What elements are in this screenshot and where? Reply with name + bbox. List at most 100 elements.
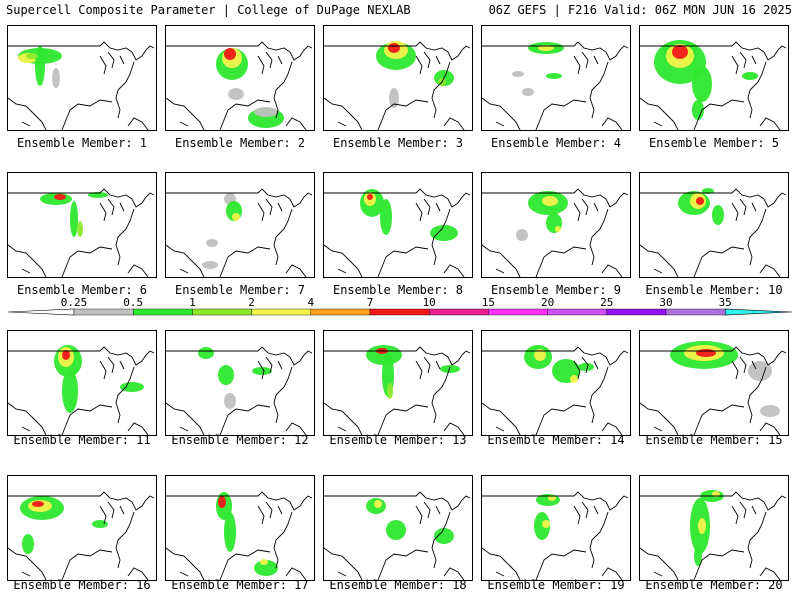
map-outline: [640, 346, 787, 366]
map-outline: [581, 356, 589, 374]
map-outline: [747, 208, 767, 266]
map-outline: [731, 360, 739, 380]
scp-contour-area: [522, 88, 534, 96]
map-outline: [415, 505, 423, 525]
scp-contour-area: [88, 192, 108, 198]
map-outline: [593, 55, 599, 65]
scp-contour-area: [62, 350, 70, 360]
colorbar-swatch: [547, 308, 607, 316]
map-outline: [61, 404, 113, 435]
map-outline: [431, 366, 451, 424]
map-outline: [747, 511, 767, 569]
ensemble-member-label: Ensemble Member: 18: [329, 578, 467, 592]
map-field-11: [8, 345, 155, 435]
scp-contour-area: [548, 495, 556, 501]
scp-contour-area: [202, 261, 218, 269]
scp-contour-area: [54, 194, 66, 200]
colorbar-swatch: [132, 308, 193, 316]
map-outline: [119, 360, 125, 370]
map-outline: [273, 208, 293, 266]
colorbar-tick-label: 7: [367, 296, 374, 309]
map-outline: [495, 426, 505, 432]
map-field-18: [324, 491, 471, 580]
map-field-12: [166, 346, 313, 435]
map-field-9: [482, 188, 629, 277]
map-outline: [285, 264, 307, 277]
ensemble-member-label: Ensemble Member: 1: [16, 136, 148, 150]
scp-contour-area: [546, 73, 562, 79]
map-outline: [119, 55, 125, 65]
map-outline: [324, 97, 363, 130]
map-outline: [589, 366, 609, 424]
map-outline: [482, 402, 521, 435]
map-outline: [573, 505, 581, 525]
map-outline: [277, 360, 283, 370]
scp-contour-area: [62, 369, 78, 413]
title-right: 06Z GEFS | F216 Valid: 06Z MON JUN 16 20…: [488, 3, 792, 17]
scp-contour-area: [120, 382, 144, 392]
map-outline: [219, 549, 271, 580]
map-field-14: [482, 345, 629, 435]
map-outline: [693, 246, 745, 277]
map-outline: [99, 55, 107, 75]
ensemble-member-label: Ensemble Member: 9: [490, 283, 622, 297]
scp-contour-area: [254, 107, 278, 117]
map-field-20: [640, 490, 787, 580]
map-outline: [482, 244, 521, 277]
map-outline: [8, 346, 155, 366]
map-outline: [640, 491, 787, 511]
map-outline: [273, 366, 293, 424]
map-field-3: [324, 41, 471, 130]
ensemble-member-label: Ensemble Member: 13: [329, 433, 467, 447]
map-outline: [423, 198, 431, 216]
scp-contour-area: [696, 197, 704, 205]
ensemble-member-label: Ensemble Member: 12: [171, 433, 309, 447]
ensemble-member-map-4: [481, 25, 631, 131]
map-outline: [640, 244, 679, 277]
colorbar-tick-label: 10: [423, 296, 436, 309]
map-outline: [739, 356, 747, 374]
scp-contour-area: [534, 349, 546, 361]
map-outline: [377, 404, 429, 435]
colorbar-tick-label: 2: [248, 296, 255, 309]
map-outline: [495, 268, 505, 274]
map-outline: [127, 117, 149, 130]
map-outline: [285, 567, 307, 580]
colorbar-swatch: [488, 308, 548, 316]
map-outline: [482, 41, 629, 61]
map-outline: [535, 99, 587, 130]
ensemble-member-map-20: [639, 475, 789, 581]
map-outline: [482, 188, 629, 208]
scp-contour-area: [232, 213, 240, 221]
map-outline: [257, 55, 265, 75]
map-outline: [119, 505, 125, 515]
map-outline: [179, 426, 189, 432]
map-outline: [107, 356, 115, 374]
map-outline: [257, 360, 265, 380]
scp-contour-area: [224, 48, 236, 60]
map-outline: [482, 97, 521, 130]
scp-contour-area: [218, 365, 234, 385]
map-outline: [166, 244, 205, 277]
map-outline: [759, 117, 781, 130]
scp-contour-area: [70, 201, 78, 237]
scp-contour-area: [367, 194, 373, 200]
scp-contour-area: [516, 229, 528, 241]
scp-contour-area: [542, 196, 558, 206]
map-outline: [731, 505, 739, 525]
colorbar-tick-label: 20: [541, 296, 554, 309]
map-outline: [482, 346, 629, 366]
ensemble-member-map-2: [165, 25, 315, 131]
ensemble-member-map-7: [165, 172, 315, 278]
map-outline: [482, 547, 521, 580]
map-outline: [8, 491, 155, 511]
map-outline: [435, 505, 441, 515]
ensemble-member-label: Ensemble Member: 17: [171, 578, 309, 592]
map-outline: [431, 511, 451, 569]
ensemble-member-map-6: [7, 172, 157, 278]
scp-contour-area: [538, 45, 554, 51]
ensemble-member-map-10: [639, 172, 789, 278]
title-left: Supercell Composite Parameter | College …: [6, 3, 411, 17]
scp-contour-area: [672, 45, 688, 59]
ensemble-member-label: Ensemble Member: 11: [13, 433, 151, 447]
